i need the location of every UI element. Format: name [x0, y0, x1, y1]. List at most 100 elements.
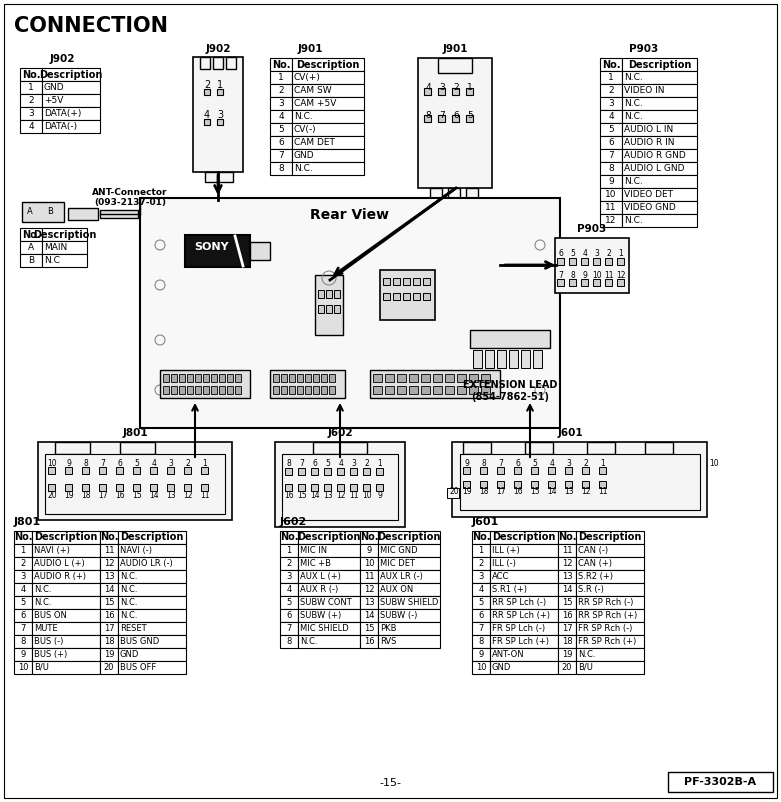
Bar [298, 484, 305, 491]
Text: Description: Description [492, 533, 556, 542]
Text: ACC: ACC [492, 572, 509, 581]
Bar [14, 635, 32, 648]
Text: 1: 1 [278, 73, 284, 82]
Bar [490, 622, 558, 635]
Bar [285, 484, 292, 491]
Bar [305, 386, 311, 394]
Bar [118, 635, 186, 648]
Bar [163, 374, 169, 382]
Bar [600, 201, 622, 214]
Bar [558, 622, 576, 635]
Text: MIC +B: MIC +B [300, 559, 331, 568]
Bar [42, 254, 87, 267]
Text: EXTENSION LEAD
(854-7862-51): EXTENSION LEAD (854-7862-51) [463, 380, 557, 402]
Text: 4: 4 [287, 585, 291, 594]
Text: 11: 11 [364, 572, 374, 581]
Text: PF-3302B-A: PF-3302B-A [684, 777, 756, 787]
Text: 7: 7 [101, 459, 105, 468]
Bar [576, 622, 644, 635]
Text: B: B [28, 256, 34, 265]
Bar [622, 71, 697, 84]
Bar [118, 583, 186, 596]
Text: BUS OFF: BUS OFF [120, 663, 156, 672]
Bar [622, 188, 697, 201]
Bar [409, 374, 418, 382]
Bar [315, 275, 343, 335]
Bar [373, 374, 382, 382]
Bar [270, 58, 292, 71]
Text: 6: 6 [278, 138, 284, 147]
Bar [203, 386, 209, 394]
Text: NAVI (-): NAVI (-) [120, 546, 152, 555]
Text: 13: 13 [166, 491, 176, 500]
Text: J601: J601 [557, 428, 583, 438]
Text: 8: 8 [84, 459, 88, 468]
Text: SUBW (+): SUBW (+) [300, 611, 341, 620]
Text: 4: 4 [425, 83, 431, 92]
Bar [599, 467, 606, 474]
Bar [32, 557, 100, 570]
Text: 13: 13 [364, 598, 374, 607]
Bar [565, 481, 572, 488]
Text: 17: 17 [104, 624, 114, 633]
Bar [600, 71, 622, 84]
Bar [622, 175, 697, 188]
Bar [445, 374, 454, 382]
Text: 3: 3 [217, 110, 223, 120]
Bar [514, 467, 521, 474]
Bar [163, 386, 169, 394]
Bar [140, 198, 560, 428]
Bar [280, 583, 298, 596]
Bar [622, 110, 697, 123]
Bar [298, 468, 305, 475]
Bar [270, 136, 292, 149]
Text: J602: J602 [327, 428, 353, 438]
Bar [385, 386, 394, 394]
Text: FR SP Rch (-): FR SP Rch (-) [578, 624, 633, 633]
Text: Rear View: Rear View [311, 208, 390, 222]
Bar [14, 531, 32, 544]
Text: CAM DET: CAM DET [294, 138, 335, 147]
Text: SONY: SONY [194, 242, 230, 252]
Bar [211, 374, 217, 382]
Bar [334, 305, 340, 313]
Bar [378, 609, 440, 622]
Bar [280, 622, 298, 635]
Bar [292, 84, 364, 97]
Text: 9: 9 [377, 491, 383, 500]
Text: +5V: +5V [44, 96, 63, 105]
Bar [378, 531, 440, 544]
Text: AUDIO R GND: AUDIO R GND [624, 151, 686, 160]
Bar [204, 89, 210, 95]
Text: Description: Description [34, 533, 98, 542]
Bar [473, 350, 482, 368]
Bar [460, 454, 700, 510]
Bar [14, 609, 32, 622]
Bar [179, 374, 185, 382]
Text: 12: 12 [616, 270, 626, 280]
Bar [497, 350, 506, 368]
Bar [470, 330, 550, 348]
Bar [292, 162, 364, 175]
Text: 8: 8 [482, 459, 487, 468]
Text: 2: 2 [186, 459, 191, 468]
Bar [576, 544, 644, 557]
Bar [593, 258, 600, 265]
Text: SUBW SHIELD: SUBW SHIELD [380, 598, 438, 607]
Bar [576, 661, 644, 674]
Bar [298, 583, 360, 596]
Text: 8: 8 [287, 637, 291, 646]
Text: 3: 3 [169, 459, 173, 468]
Bar [133, 484, 140, 491]
Bar [65, 467, 72, 474]
Text: 8: 8 [287, 460, 291, 468]
Text: 12: 12 [104, 559, 114, 568]
Bar [273, 386, 279, 394]
Text: N.C.: N.C. [34, 598, 52, 607]
Bar [576, 648, 644, 661]
Text: 7: 7 [439, 111, 445, 119]
Bar [397, 374, 406, 382]
Bar [350, 484, 357, 491]
Text: 3: 3 [278, 99, 284, 108]
Text: 4: 4 [152, 459, 156, 468]
